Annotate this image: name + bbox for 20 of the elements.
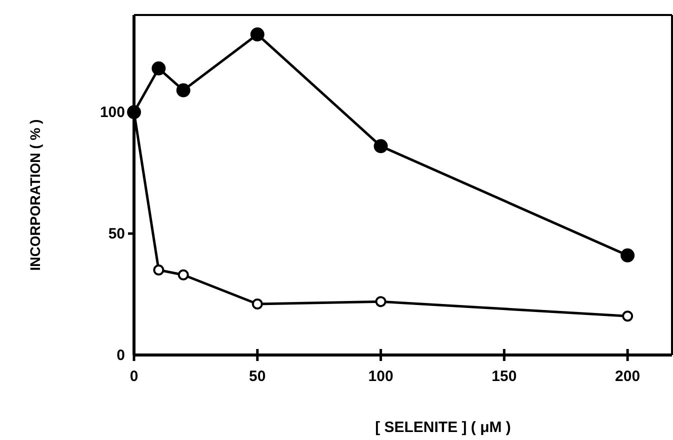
y-axis-title: INCORPORATION ( % ) [27, 119, 43, 271]
point [176, 83, 190, 98]
point [153, 264, 164, 276]
point [252, 298, 263, 310]
point [620, 248, 635, 262]
point [152, 61, 166, 76]
point [622, 310, 634, 322]
point [178, 269, 189, 280]
x-axis-title: [ SELENITE ] ( μM ) [375, 419, 511, 436]
point [374, 139, 388, 154]
y-tick-label: 100 [100, 104, 125, 122]
x-tick-label: 50 [249, 368, 266, 385]
x-tick-label: 200 [615, 368, 640, 385]
point [250, 27, 264, 42]
x-tick-label: 150 [492, 368, 517, 385]
x-tick-label: 0 [130, 368, 138, 385]
x-tick-label: 100 [368, 368, 394, 385]
point [375, 296, 386, 308]
y-tick-label: 50 [108, 226, 125, 243]
y-tick-label: 0 [116, 347, 125, 364]
